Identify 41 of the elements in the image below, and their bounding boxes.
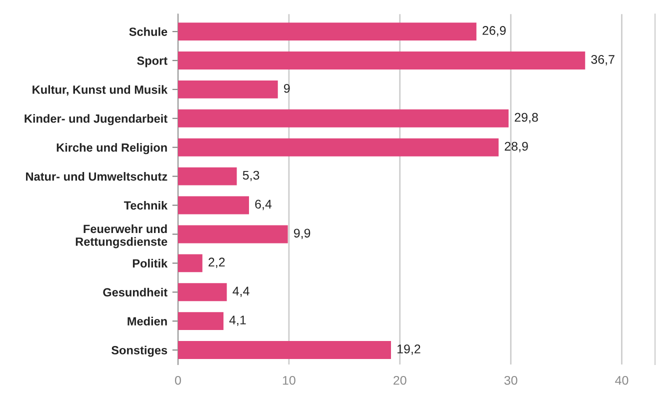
data-label: 5,3 — [242, 170, 260, 182]
data-label: 4,4 — [232, 286, 250, 297]
y-tick-label: Sport — [137, 56, 168, 68]
bar — [178, 138, 499, 156]
bar — [178, 80, 278, 98]
bar — [178, 167, 237, 186]
data-label: 26,9 — [482, 26, 506, 36]
bar — [178, 225, 288, 244]
data-label: 36,7 — [591, 55, 614, 66]
bar — [178, 341, 391, 359]
x-tick-label: 40 — [615, 376, 628, 385]
bar — [178, 312, 224, 330]
bar — [178, 283, 227, 302]
data-label: 19,2 — [398, 344, 420, 355]
y-tick-label: Gesundheit — [103, 288, 168, 297]
x-tick-label: 0 — [175, 376, 181, 385]
data-label: 9 — [284, 84, 290, 93]
bar — [178, 109, 509, 128]
y-tick-label: Kultur, Kunst und Musik — [32, 85, 168, 96]
y-tick-label: Sonstiges — [112, 346, 168, 357]
data-label: 6,4 — [255, 200, 272, 210]
x-tick-label: 30 — [504, 376, 518, 385]
y-tick-label: Technik — [124, 200, 168, 210]
bar — [178, 254, 202, 272]
data-label: 29,8 — [514, 112, 538, 124]
y-tick-label: Feuerwehr und Rettungsdienste — [76, 224, 168, 248]
y-tick-label: Schule — [129, 27, 168, 36]
bar — [178, 22, 476, 41]
data-label: 28,9 — [504, 142, 528, 152]
y-tick-label: Politik — [132, 258, 168, 268]
y-tick-label: Medien — [128, 316, 167, 326]
data-label: 2,2 — [208, 258, 225, 268]
y-tick-label: Kirche und Religion — [56, 143, 167, 154]
x-tick-label: 10 — [282, 376, 296, 385]
x-tick-label: 20 — [394, 376, 406, 385]
y-tick-label: Natur- und Umweltschutz — [26, 172, 168, 181]
data-label: 9,9 — [294, 228, 310, 240]
data-label: 4,1 — [229, 316, 246, 326]
bar — [178, 52, 586, 70]
y-tick-label: Kinder- und Jugendarbeit — [24, 114, 168, 126]
bar — [178, 196, 249, 214]
